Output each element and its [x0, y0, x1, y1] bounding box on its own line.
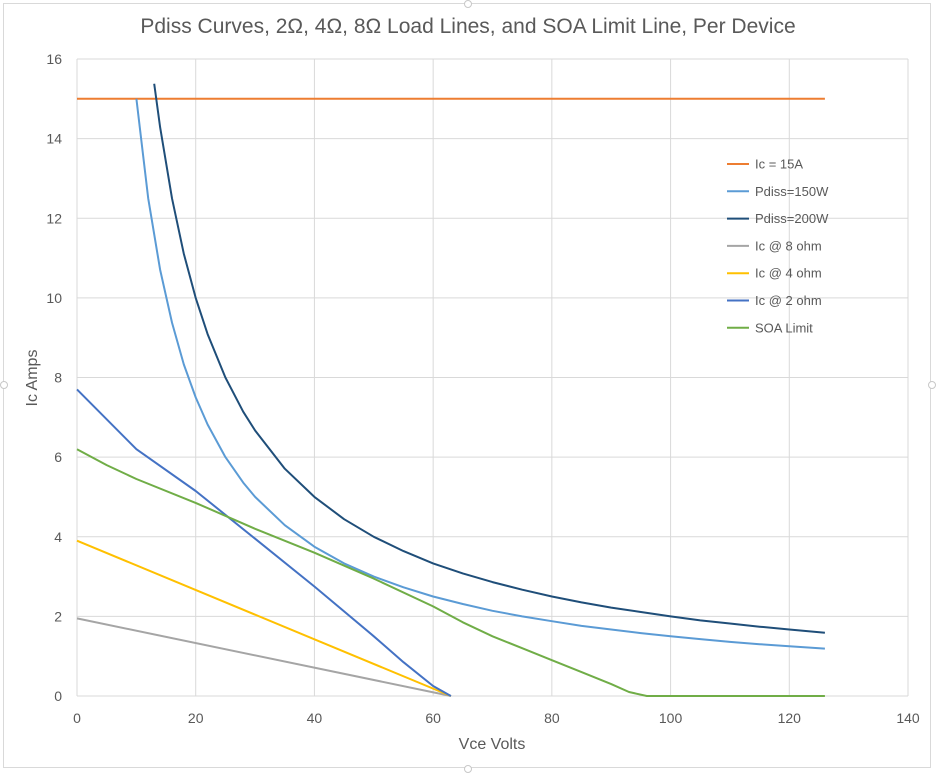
gridlines — [76, 58, 909, 697]
legend-item: Ic @ 4 ohm — [727, 266, 822, 281]
resize-handle-left[interactable] — [0, 381, 8, 389]
legend-item: Pdiss=200W — [727, 211, 829, 226]
resize-handle-top[interactable] — [464, 0, 472, 8]
y-tick-label: 2 — [54, 608, 62, 624]
legend-label: SOA Limit — [755, 320, 813, 335]
y-tick-label: 14 — [46, 131, 62, 147]
legend-item: Ic @ 2 ohm — [727, 293, 822, 308]
x-tick-label: 100 — [659, 710, 683, 726]
series-line-soa-limit — [76, 448, 825, 697]
y-tick-label: 16 — [46, 51, 62, 67]
legend-item: Ic = 15A — [727, 157, 803, 172]
chart-area — [3, 3, 931, 768]
x-tick-label: 60 — [425, 710, 441, 726]
y-tick-label: 0 — [54, 688, 62, 704]
x-tick-labels: 0 20 40 60 80 100 120 140 — [73, 710, 920, 726]
legend-label: Pdiss=200W — [755, 211, 829, 226]
x-tick-label: 120 — [778, 710, 802, 726]
y-tick-label: 12 — [46, 210, 62, 226]
legend-item: Pdiss=150W — [727, 184, 829, 199]
x-tick-label: 0 — [73, 710, 81, 726]
x-tick-label: 20 — [188, 710, 204, 726]
series-line-ic-8-ohm — [76, 617, 452, 697]
x-tick-label: 140 — [896, 710, 920, 726]
y-axis-title: Ic Amps — [24, 350, 41, 407]
x-axis-title: Vce Volts — [459, 736, 526, 753]
y-tick-label: 4 — [54, 529, 62, 545]
legend-label: Ic @ 2 ohm — [755, 293, 822, 308]
legend-item: Ic @ 8 ohm — [727, 238, 822, 253]
legend: Ic = 15A Pdiss=150W Pdiss=200W Ic @ 8 ohm Ic… — [727, 157, 829, 335]
legend-label: Ic = 15A — [755, 157, 803, 172]
x-tick-label: 80 — [544, 710, 560, 726]
y-tick-label: 8 — [54, 370, 62, 386]
legend-label: Pdiss=150W — [755, 184, 829, 199]
y-tick-label: 10 — [46, 290, 62, 306]
chart-title: Pdiss Curves, 2Ω, 4Ω, 8Ω Load Lines, and… — [140, 15, 795, 38]
x-tick-label: 40 — [307, 710, 323, 726]
y-tick-labels: 0 2 4 6 8 10 12 14 16 — [46, 51, 62, 704]
series-line-ic-2-ohm — [76, 388, 452, 697]
plot-series — [76, 83, 825, 697]
legend-label: Ic @ 4 ohm — [755, 266, 822, 281]
series-line-pdiss-150w — [135, 98, 825, 650]
y-tick-label: 6 — [54, 449, 62, 465]
series-line-pdiss-200w — [153, 83, 825, 634]
legend-label: Ic @ 8 ohm — [755, 238, 822, 253]
series-line-ic-4-ohm — [76, 539, 452, 697]
legend-item: SOA Limit — [727, 320, 813, 335]
